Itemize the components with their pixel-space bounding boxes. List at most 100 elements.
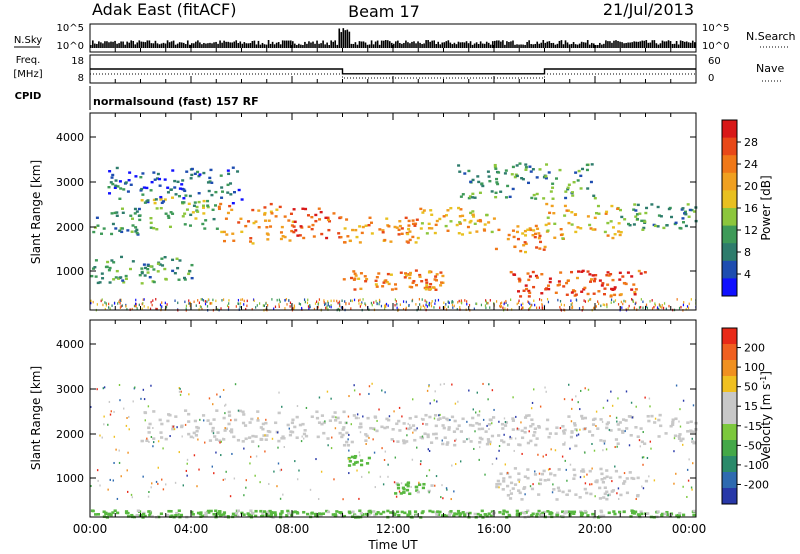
colorbar-tick-label: 8 (744, 246, 751, 259)
nsky-bar (362, 41, 365, 48)
velocity-cell (287, 512, 291, 515)
velocity-noise (243, 494, 245, 497)
velocity-cell (692, 509, 696, 513)
velocity-cell (515, 512, 520, 515)
velocity-cell (212, 512, 216, 516)
velocity-noise (142, 439, 144, 442)
power-cell (114, 179, 118, 182)
velocity-noise (498, 420, 500, 423)
velocity-noise (617, 397, 619, 400)
power-cell (497, 171, 501, 174)
power-cell (127, 178, 131, 182)
power-cell (128, 171, 132, 174)
power-cell (554, 291, 558, 294)
velocity-cell (502, 480, 506, 483)
velocity-noise (368, 471, 370, 474)
power-cell (622, 281, 626, 285)
nsky-bar (405, 40, 407, 48)
colorbar-swatch (722, 392, 737, 409)
velocity-noise (281, 405, 283, 408)
power-cell (174, 193, 178, 196)
velocity-cell (573, 473, 577, 477)
velocity-noise (301, 435, 303, 438)
velocity-noise (113, 410, 115, 413)
power-noise (687, 306, 690, 310)
velocity-cell (126, 511, 130, 515)
velocity-cell (216, 511, 220, 515)
nsky-bar (356, 44, 359, 48)
power-cell (158, 177, 162, 181)
velocity-noise (120, 475, 122, 478)
nsky-bar (122, 41, 124, 48)
velocity-cell (408, 492, 412, 496)
nsky-bar (100, 42, 102, 48)
power-cell (370, 232, 374, 235)
power-noise (690, 298, 692, 301)
velocity-cell (273, 514, 277, 518)
velocity-ylabel: Slant Range [km] (29, 366, 43, 470)
power-noise (313, 307, 316, 311)
power-cell (422, 209, 426, 212)
power-noise (421, 298, 423, 301)
power-cell (425, 281, 429, 284)
power-cell (244, 224, 248, 228)
velocity-cell (428, 415, 432, 419)
power-cell (140, 271, 144, 275)
velocity-noise (416, 427, 418, 430)
velocity-cell (520, 429, 524, 433)
nsky-bar (334, 40, 337, 48)
velocity-cell (426, 435, 430, 439)
velocity-cell (331, 513, 335, 516)
power-cell (469, 219, 473, 223)
power-noise (402, 308, 405, 311)
velocity-cell (650, 414, 654, 418)
velocity-noise (616, 420, 618, 423)
velocity-cell (498, 511, 502, 514)
velocity-cell (213, 435, 217, 438)
velocity-noise (439, 383, 442, 386)
velocity-cell (212, 418, 216, 421)
velocity-cell (367, 456, 371, 460)
power-noise (189, 304, 191, 307)
velocity-noise (90, 484, 92, 487)
power-cell (684, 224, 688, 228)
velocity-cell (454, 512, 459, 516)
velocity-cell (91, 509, 95, 513)
power-cell (163, 267, 167, 271)
power-cell (419, 227, 423, 230)
colorbar-tick-label: 16 (744, 202, 758, 215)
velocity-cell (171, 427, 175, 431)
power-cell (604, 212, 608, 215)
velocity-cell (150, 515, 154, 518)
power-noise (632, 300, 634, 303)
nsky-bar (112, 41, 114, 48)
velocity-cell (102, 510, 106, 514)
velocity-noise (146, 437, 148, 440)
power-cell (110, 232, 114, 236)
nsky-bar (506, 41, 508, 48)
nsky-bar (689, 42, 692, 48)
power-noise (541, 302, 543, 306)
velocity-noise (245, 479, 247, 482)
nsky-bar (465, 41, 468, 48)
nsky-bar (310, 42, 312, 48)
velocity-cell (342, 514, 347, 518)
velocity-noise (103, 386, 106, 389)
power-cell (140, 187, 144, 191)
power-noise (201, 307, 203, 311)
power-cell (476, 175, 480, 178)
velocity-cell (280, 510, 284, 513)
nsky-bar (215, 41, 217, 48)
power-cell (461, 233, 465, 236)
power-noise (453, 304, 455, 308)
velocity-cell (564, 510, 568, 513)
power-noise (511, 308, 513, 311)
velocity-cell (315, 416, 320, 420)
nsky-bar (592, 43, 595, 48)
power-cell (101, 277, 105, 280)
velocity-cell (364, 439, 368, 442)
power-noise (405, 306, 407, 310)
colorbar-swatch (722, 360, 737, 377)
velocity-cell (511, 419, 515, 422)
velocity-noise (225, 403, 227, 406)
